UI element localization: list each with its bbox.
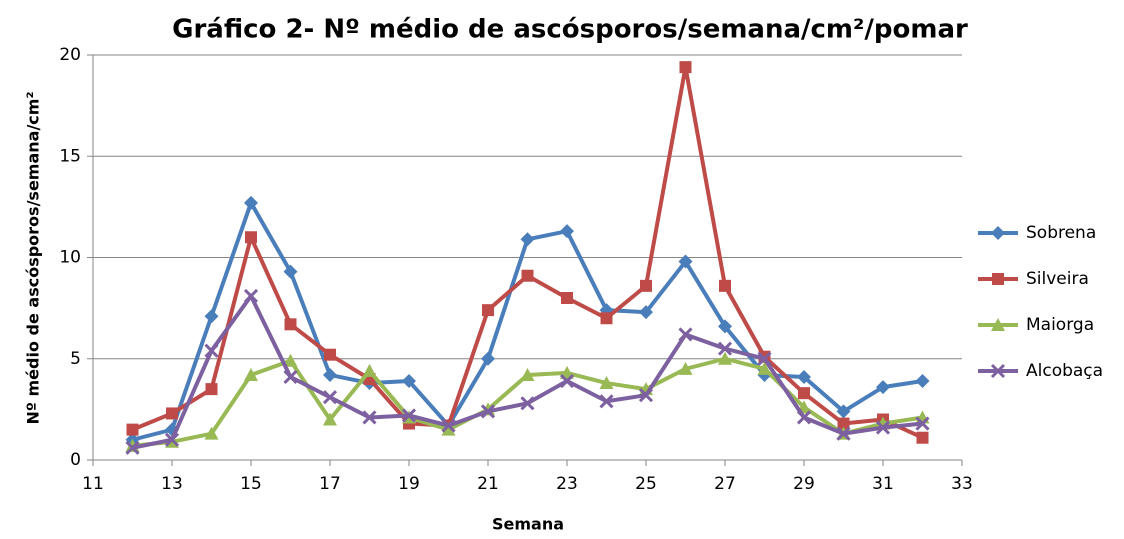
marker	[204, 426, 219, 440]
y-tick-label: 5	[70, 349, 81, 369]
marker	[520, 232, 535, 247]
marker	[441, 422, 456, 436]
marker	[599, 376, 614, 390]
x-tick-label: 33	[951, 474, 973, 494]
marker	[796, 410, 812, 425]
marker	[482, 304, 494, 317]
series	[125, 288, 930, 455]
x-tick-label: 25	[635, 474, 657, 494]
marker	[283, 353, 298, 367]
marker	[164, 432, 180, 447]
x-tick-label: 19	[398, 474, 420, 494]
marker	[323, 367, 337, 382]
marker	[678, 327, 693, 342]
marker	[757, 351, 772, 366]
marker	[559, 373, 575, 389]
marker	[798, 387, 810, 400]
marker	[402, 374, 416, 389]
marker	[243, 288, 259, 304]
marker	[284, 318, 297, 331]
marker	[322, 390, 338, 405]
x-tick-label: 23	[556, 474, 578, 494]
marker	[520, 396, 535, 411]
marker	[401, 408, 417, 423]
marker	[166, 407, 178, 420]
x-tick-label: 31	[872, 474, 894, 494]
marker	[600, 312, 613, 325]
marker	[876, 380, 890, 395]
marker	[875, 420, 891, 435]
x-tick-label: 15	[240, 474, 262, 494]
marker	[283, 369, 298, 385]
marker	[560, 224, 574, 239]
y-tick-label: 10	[59, 248, 81, 268]
y-tick-label: 15	[59, 146, 81, 166]
marker	[362, 363, 377, 377]
x-tick-label: 13	[161, 474, 183, 494]
marker	[678, 361, 693, 375]
marker	[718, 319, 732, 334]
marker	[638, 388, 654, 403]
marker	[521, 269, 534, 282]
marker	[717, 341, 733, 356]
x-tick-label: 21	[477, 474, 499, 494]
marker	[481, 351, 495, 366]
marker	[244, 367, 258, 381]
marker	[520, 367, 535, 381]
marker	[324, 348, 336, 361]
marker	[480, 404, 496, 419]
marker	[916, 431, 929, 444]
marker	[836, 426, 851, 441]
marker	[599, 394, 614, 409]
legend-marker	[991, 226, 1005, 240]
marker	[718, 351, 732, 365]
marker	[679, 61, 692, 74]
marker	[915, 416, 930, 431]
legend-marker	[990, 363, 1006, 379]
marker	[125, 440, 140, 455]
marker	[441, 418, 456, 433]
marker	[915, 374, 930, 389]
x-axis-title: Semana	[492, 515, 564, 534]
series	[126, 61, 929, 444]
marker	[678, 254, 693, 269]
x-tick-label: 11	[82, 474, 104, 494]
marker	[362, 410, 377, 425]
marker	[245, 231, 257, 244]
marker	[244, 195, 258, 210]
legend-marker	[991, 318, 1005, 331]
legend-label: Silveira	[1026, 269, 1089, 289]
marker	[757, 361, 772, 375]
marker	[283, 264, 298, 279]
legend-label: Alcobaça	[1026, 361, 1103, 381]
legend-marker	[992, 273, 1004, 285]
marker	[837, 417, 850, 430]
x-tick-label: 27	[714, 474, 736, 494]
marker	[323, 412, 337, 426]
marker	[640, 279, 652, 292]
legend-label: Sobrena	[1026, 223, 1096, 243]
marker	[204, 343, 219, 358]
y-tick-label: 0	[70, 450, 81, 470]
legend-label: Maiorga	[1026, 315, 1094, 335]
y-tick-label: 20	[59, 45, 81, 65]
marker	[639, 305, 653, 320]
marker	[797, 369, 811, 384]
chart-title: Gráfico 2- Nº médio de ascósporos/semana…	[172, 15, 968, 45]
y-axis-title: Nº médio de ascósporos/semana/cm²	[24, 92, 43, 425]
marker	[561, 292, 573, 304]
marker	[126, 423, 139, 436]
marker	[204, 309, 219, 324]
x-tick-label: 29	[793, 474, 815, 494]
marker	[719, 279, 731, 292]
marker	[836, 404, 851, 419]
x-tick-label: 17	[319, 474, 341, 494]
marker	[205, 383, 218, 396]
